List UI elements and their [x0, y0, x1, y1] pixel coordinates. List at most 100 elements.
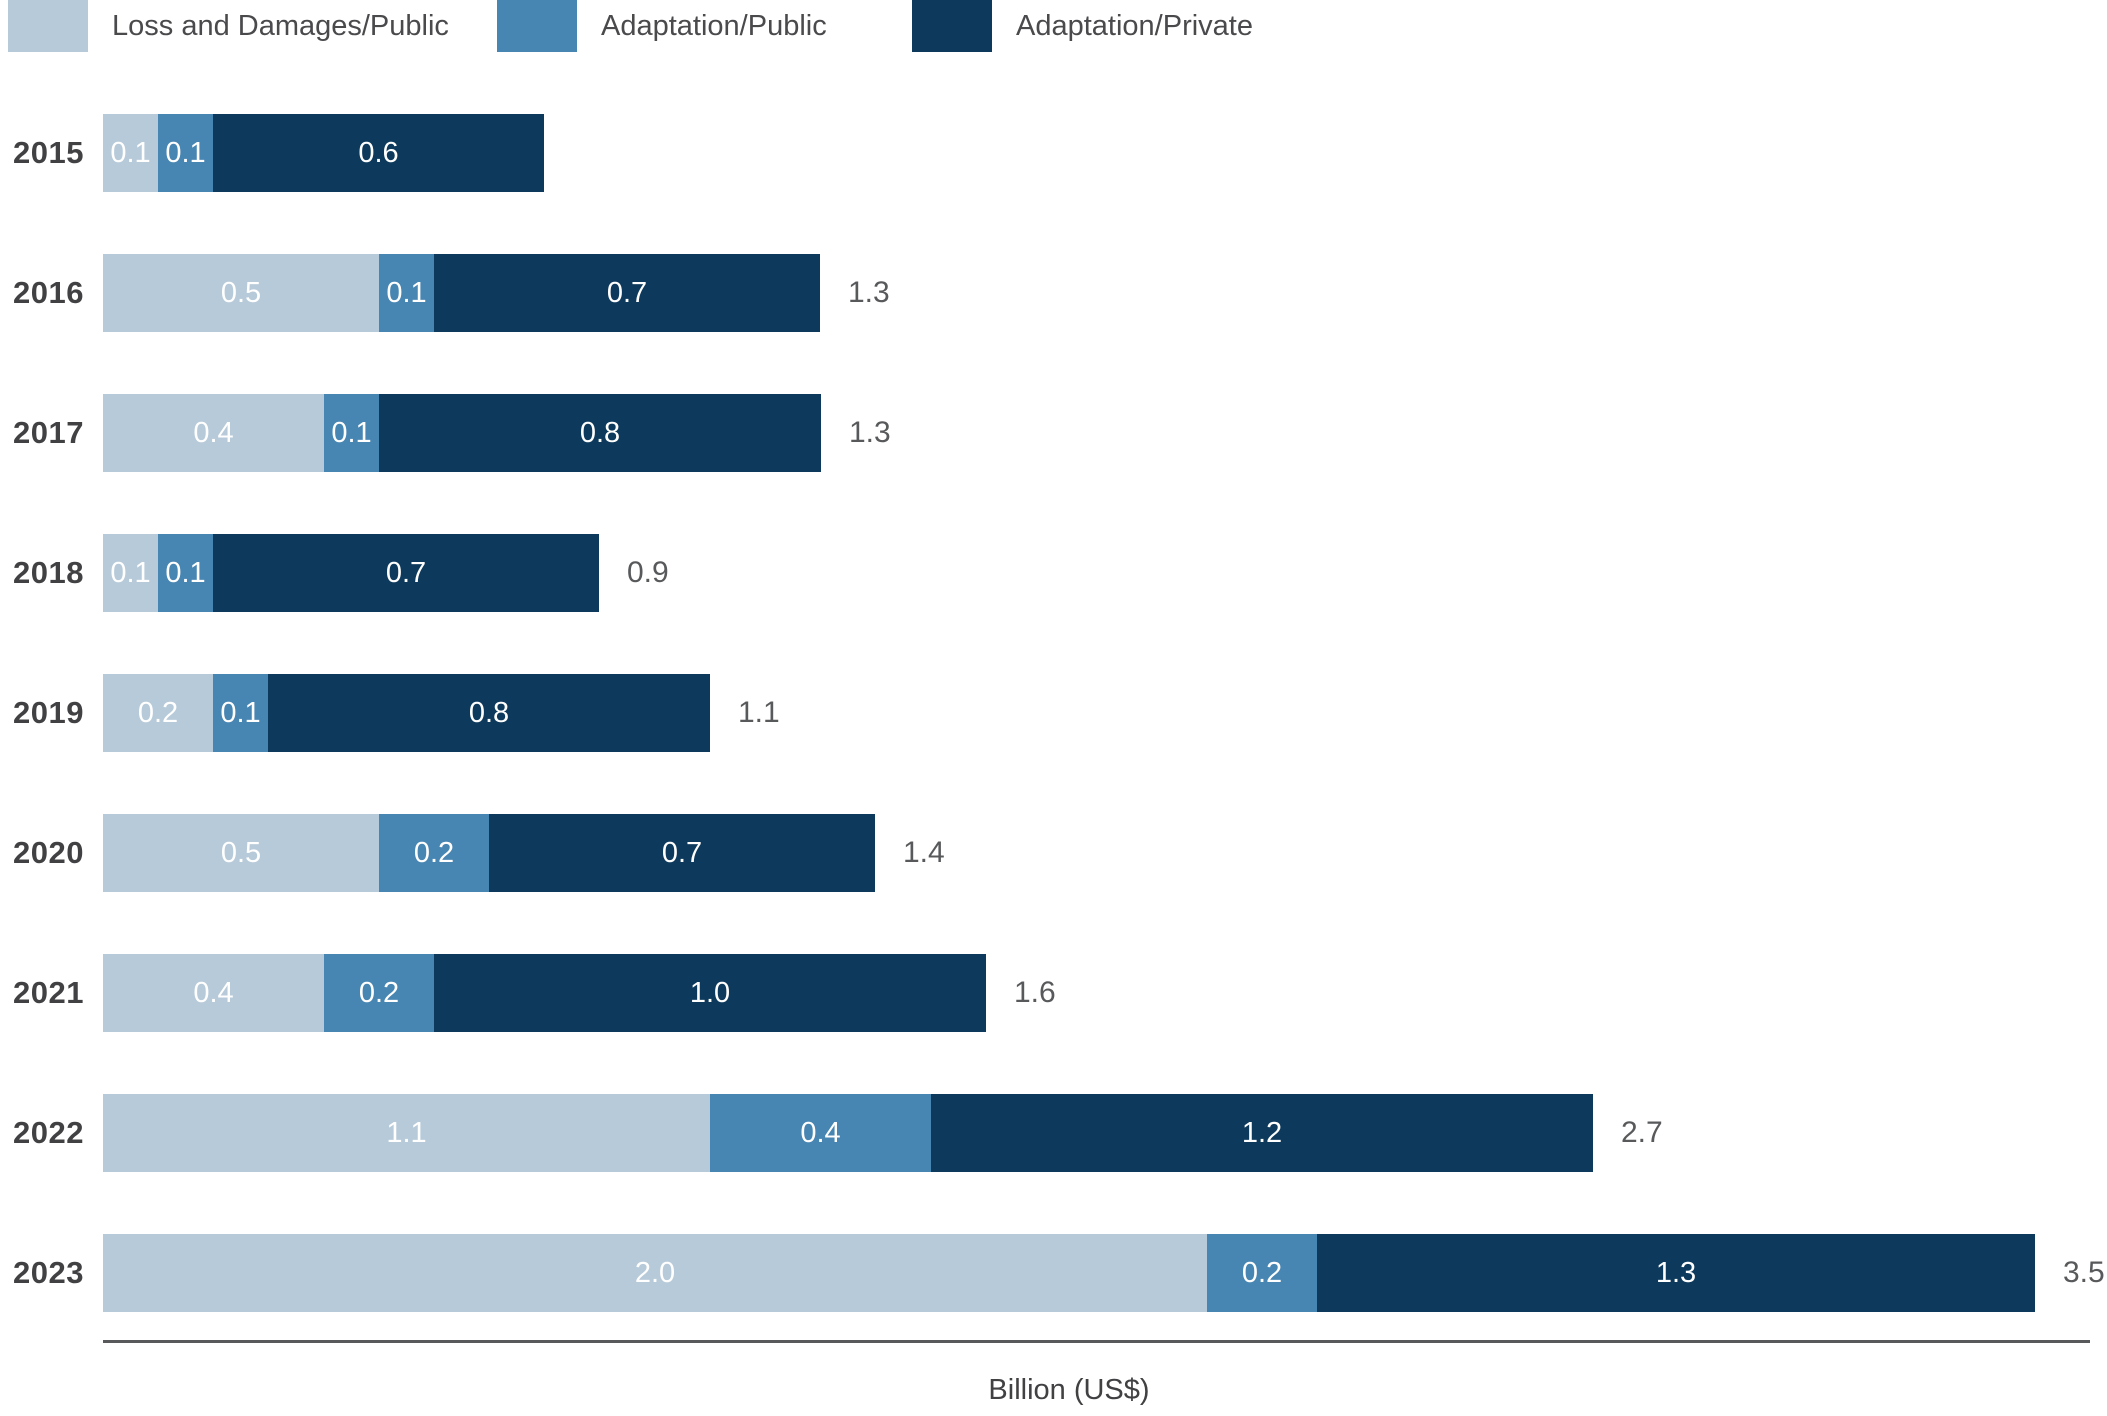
legend-label: Adaptation/Public — [601, 9, 827, 42]
total-label: 0.9 — [627, 556, 669, 589]
segment-value-label: 0.4 — [800, 1116, 841, 1149]
bar-row-2015: 2015 0.1 0.1 0.6 — [0, 113, 2105, 193]
segment-value-label: 0.8 — [468, 696, 510, 729]
segment-value-label: 0.1 — [110, 136, 151, 169]
total-label: 1.3 — [849, 416, 891, 449]
bar-segment: 0.1 — [103, 534, 158, 612]
legend-item-adaptation-private: Adaptation/Private — [912, 0, 1253, 52]
bar-segment: 1.3 — [1317, 1234, 2035, 1312]
legend-label: Adaptation/Private — [1016, 9, 1253, 42]
bar-row-2018: 2018 0.1 0.1 0.7 0.9 — [0, 533, 2105, 613]
bar-segment: 0.1 — [158, 114, 213, 192]
legend-swatch-adaptation-public-icon — [497, 0, 577, 52]
bar-segment: 0.7 — [489, 814, 875, 892]
category-label: 2022 — [13, 1115, 84, 1150]
segment-value-label: 0.1 — [220, 696, 261, 729]
bar-segment: 0.2 — [324, 954, 434, 1032]
bar-segment: 0.7 — [213, 534, 599, 612]
bar-segment: 2.0 — [103, 1234, 1207, 1312]
bar-track: 0.4 0.2 1.0 — [103, 954, 986, 1032]
bar-segment: 0.4 — [103, 394, 324, 472]
category-label: 2015 — [13, 135, 84, 170]
segment-value-label: 0.7 — [606, 276, 648, 309]
category-label: 2019 — [13, 695, 84, 730]
legend-swatch-loss-damages-public-icon — [8, 0, 88, 52]
bar-segment: 0.5 — [103, 254, 379, 332]
bar-segment: 0.6 — [213, 114, 544, 192]
bar-track: 0.5 0.1 0.7 — [103, 254, 820, 332]
segment-value-label: 0.1 — [165, 556, 206, 589]
segment-value-label: 1.2 — [1241, 1116, 1283, 1149]
bar-segment: 0.1 — [324, 394, 379, 472]
bar-track: 1.1 0.4 1.2 — [103, 1094, 1593, 1172]
bar-segment: 0.2 — [1207, 1234, 1317, 1312]
segment-value-label: 0.1 — [331, 416, 372, 449]
bar-row-2019: 2019 0.2 0.1 0.8 1.1 — [0, 673, 2105, 753]
bar-row-2023: 2023 2.0 0.2 1.3 3.5 — [0, 1233, 2105, 1313]
bar-segment: 0.8 — [379, 394, 821, 472]
category-label: 2017 — [13, 415, 84, 450]
bar-row-2022: 2022 1.1 0.4 1.2 2.7 — [0, 1093, 2105, 1173]
segment-value-label: 1.0 — [689, 976, 731, 1009]
bar-segment: 1.1 — [103, 1094, 710, 1172]
bar-track: 0.5 0.2 0.7 — [103, 814, 875, 892]
category-label: 2016 — [13, 275, 84, 310]
total-label: 1.1 — [738, 696, 780, 729]
segment-value-label: 0.1 — [165, 136, 206, 169]
bar-rows: 2015 0.1 0.1 0.6 2016 0.5 0.1 0.7 1.3 2017 0.4 0.1 0… — [0, 113, 2105, 1373]
bar-track: 0.2 0.1 0.8 — [103, 674, 710, 752]
bar-segment: 0.2 — [103, 674, 213, 752]
total-label: 1.3 — [848, 276, 890, 309]
segment-value-label: 1.1 — [386, 1116, 427, 1149]
legend: Loss and Damages/Public Adaptation/Publi… — [0, 0, 2107, 56]
bar-row-2020: 2020 0.5 0.2 0.7 1.4 — [0, 813, 2105, 893]
total-label: 3.5 — [2063, 1256, 2105, 1289]
bar-segment: 0.1 — [213, 674, 268, 752]
category-label: 2023 — [13, 1255, 84, 1290]
total-label: 2.7 — [1621, 1116, 1663, 1149]
legend-item-loss-damages-public: Loss and Damages/Public — [8, 0, 449, 52]
bar-segment: 1.2 — [931, 1094, 1593, 1172]
segment-value-label: 0.2 — [413, 836, 455, 869]
bar-track: 2.0 0.2 1.3 — [103, 1234, 2035, 1312]
legend-item-adaptation-public: Adaptation/Public — [497, 0, 827, 52]
bar-segment: 0.1 — [158, 534, 213, 612]
total-label: 1.6 — [1014, 976, 1056, 1009]
bar-segment: 0.8 — [268, 674, 710, 752]
segment-value-label: 0.8 — [579, 416, 621, 449]
bar-segment: 0.2 — [379, 814, 489, 892]
bar-segment: 0.4 — [710, 1094, 931, 1172]
bar-segment: 0.4 — [103, 954, 324, 1032]
category-label: 2018 — [13, 555, 84, 590]
segment-value-label: 0.5 — [220, 276, 262, 309]
bar-segment: 0.1 — [379, 254, 434, 332]
category-label: 2020 — [13, 835, 84, 870]
bar-segment: 0.1 — [103, 114, 158, 192]
segment-value-label: 0.2 — [1241, 1256, 1283, 1289]
bar-track: 0.4 0.1 0.8 — [103, 394, 821, 472]
bar-track: 0.1 0.1 0.6 — [103, 114, 544, 192]
x-axis-line — [103, 1340, 2090, 1343]
segment-value-label: 0.7 — [661, 836, 703, 869]
segment-value-label: 0.4 — [193, 416, 234, 449]
bar-segment: 0.5 — [103, 814, 379, 892]
bar-segment: 0.7 — [434, 254, 820, 332]
segment-value-label: 0.1 — [386, 276, 427, 309]
bar-row-2021: 2021 0.4 0.2 1.0 1.6 — [0, 953, 2105, 1033]
total-label: 1.4 — [903, 836, 945, 869]
x-axis-label: Billion (US$) — [988, 1374, 1150, 1406]
bar-row-2016: 2016 0.5 0.1 0.7 1.3 — [0, 253, 2105, 333]
legend-swatch-adaptation-private-icon — [912, 0, 992, 52]
segment-value-label: 0.1 — [110, 556, 151, 589]
bar-track: 0.1 0.1 0.7 — [103, 534, 599, 612]
segment-value-label: 0.2 — [137, 696, 179, 729]
segment-value-label: 0.2 — [358, 976, 400, 1009]
segment-value-label: 0.6 — [358, 136, 399, 169]
category-label: 2021 — [13, 975, 84, 1010]
segment-value-label: 2.0 — [634, 1256, 676, 1289]
segment-value-label: 1.3 — [1655, 1256, 1697, 1289]
segment-value-label: 0.5 — [220, 836, 262, 869]
bar-segment: 1.0 — [434, 954, 986, 1032]
bar-row-2017: 2017 0.4 0.1 0.8 1.3 — [0, 393, 2105, 473]
